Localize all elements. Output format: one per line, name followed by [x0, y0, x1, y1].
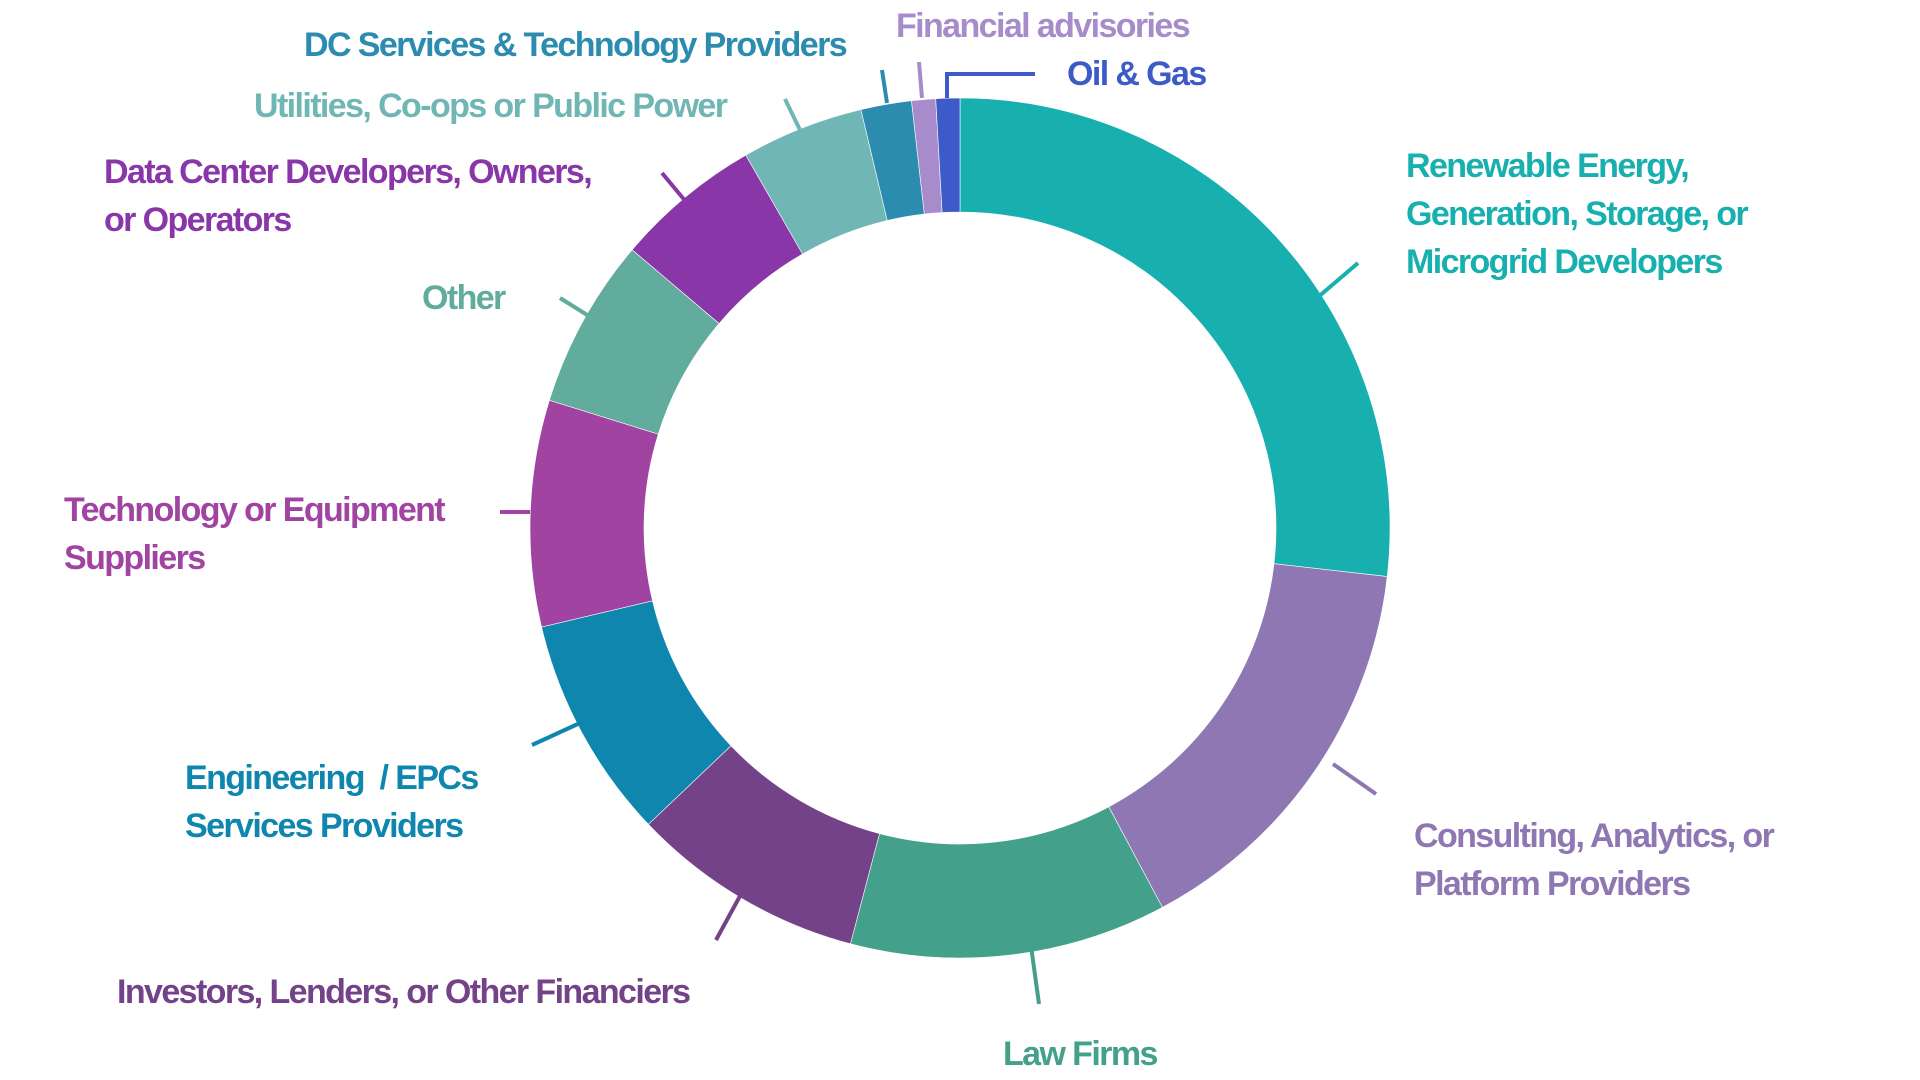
leader-line: [1331, 762, 1378, 796]
leader-line: [531, 721, 581, 747]
slice-label: Technology or Equipment Suppliers: [64, 491, 446, 577]
donut-slice: [850, 806, 1163, 959]
leader-line: [714, 895, 742, 941]
slice-label: Consulting, Analytics, or Platform Provi…: [1414, 817, 1775, 903]
leader-lines: [500, 61, 1378, 1005]
leader-line: [917, 61, 924, 99]
donut-slice: [959, 97, 1391, 577]
slice-label: Renewable Energy, Generation, Storage, o…: [1406, 147, 1749, 281]
slice-label: Other: [422, 279, 506, 317]
slice-label: Utilities, Co-ops or Public Power: [254, 87, 728, 125]
donut-slice: [529, 399, 659, 628]
donut-slice: [935, 97, 961, 213]
slice-label: Law Firms: [1003, 1035, 1158, 1073]
leader-line: [1315, 261, 1360, 300]
leader-line: [558, 296, 594, 320]
slice-label: Engineering / EPCs Services Providers: [185, 759, 479, 845]
leader-line: [1029, 945, 1041, 1005]
donut-slices: [529, 97, 1391, 959]
slice-label: DC Services & Technology Providers: [304, 26, 848, 64]
slice-label: Investors, Lenders, or Other Financiers: [117, 973, 691, 1011]
leader-line: [660, 171, 689, 205]
slice-label: Oil & Gas: [1067, 55, 1207, 93]
donut-slice: [1108, 563, 1388, 908]
leader-line: [880, 69, 889, 104]
leader-line: [783, 98, 802, 131]
slice-label: Data Center Developers, Owners, or Opera…: [104, 153, 593, 239]
slice-label: Financial advisories: [896, 7, 1191, 45]
leader-line: [945, 72, 1035, 98]
